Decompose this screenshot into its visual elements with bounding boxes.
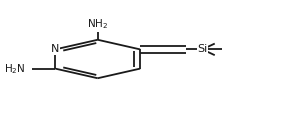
Text: H$_2$N: H$_2$N xyxy=(4,62,26,76)
Text: NH$_2$: NH$_2$ xyxy=(87,18,108,32)
Text: Si: Si xyxy=(197,44,207,54)
Text: N: N xyxy=(51,44,59,54)
